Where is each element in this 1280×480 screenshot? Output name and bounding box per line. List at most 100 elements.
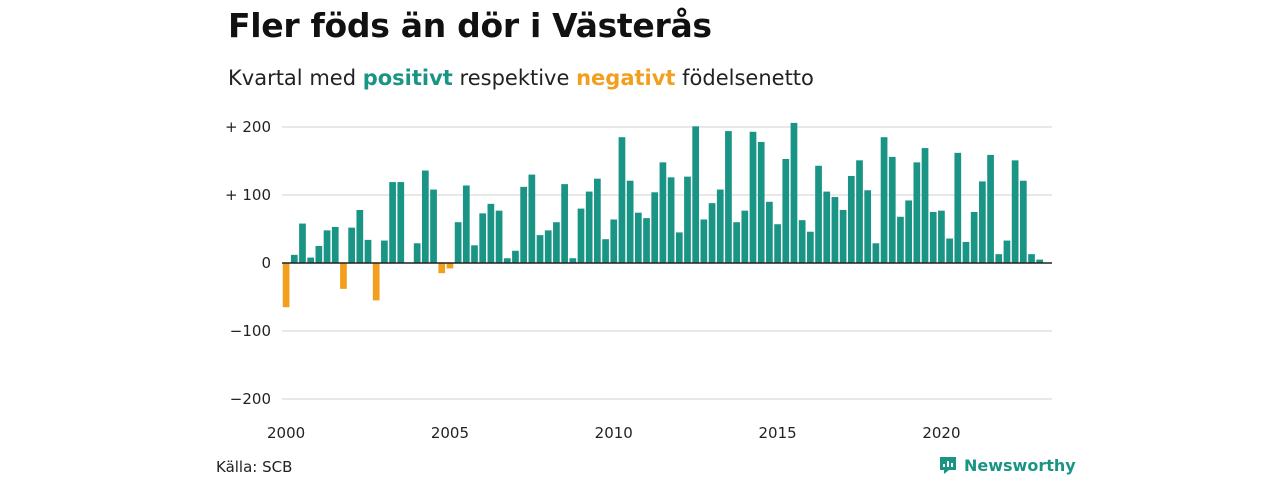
gridlines (282, 126, 1052, 400)
bar-positive (888, 156, 896, 263)
bar-positive (725, 131, 732, 263)
bar-positive (471, 245, 478, 263)
bars (282, 122, 1044, 308)
bar-positive (1019, 180, 1027, 263)
bar-positive (356, 209, 364, 263)
bar-positive (839, 209, 847, 263)
bar-positive (553, 222, 560, 263)
bar-positive (897, 216, 904, 263)
bar-positive (618, 137, 626, 263)
bar-positive (806, 231, 814, 263)
bar-positive (503, 258, 511, 263)
bar-positive (700, 219, 708, 263)
bar-positive (307, 257, 315, 263)
bar-positive (290, 254, 298, 263)
bar-positive (708, 203, 716, 263)
bar-positive (495, 210, 503, 263)
bar-positive (692, 126, 700, 263)
x-tick-label: 2000 (267, 424, 305, 442)
y-tick-label: + 100 (225, 186, 271, 204)
x-tick-label: 2015 (758, 424, 796, 442)
bar-positive (921, 148, 929, 263)
bar-positive (733, 222, 740, 263)
bar-positive (880, 137, 888, 263)
chart-subtitle: Kvartal med positivt respektive negativt… (228, 66, 814, 90)
bar-positive (594, 178, 601, 263)
bar-positive (864, 190, 872, 263)
bar-positive (757, 141, 765, 263)
y-tick-label: −200 (230, 390, 271, 408)
bar-positive (749, 131, 757, 263)
bar-positive (979, 181, 986, 263)
bar-positive (790, 122, 798, 263)
bar-positive (954, 152, 962, 263)
bar-positive (675, 232, 683, 263)
bar-positive (348, 227, 355, 263)
x-axis-ticks: 2000 2005 2010 2015 2020 (267, 424, 961, 442)
x-tick-label: 2010 (595, 424, 633, 442)
bar-positive (651, 192, 659, 263)
subtitle-middle: respektive (459, 66, 570, 90)
bar-positive (381, 240, 388, 263)
bar-positive (315, 246, 323, 263)
brand-logo: Newsworthy (938, 455, 1076, 475)
bar-positive (823, 191, 831, 263)
bar-negative (438, 263, 446, 274)
bar-positive (299, 223, 306, 263)
bar-positive (684, 176, 691, 263)
bar-positive (561, 184, 568, 263)
bar-positive (430, 189, 437, 263)
y-tick-label: + 200 (225, 118, 271, 136)
bar-positive (659, 162, 667, 263)
bar-positive (1036, 259, 1044, 263)
y-axis-ticks: + 200 + 100 0 −100 −200 (225, 118, 271, 408)
bar-positive (782, 158, 790, 263)
bar-positive (487, 203, 495, 263)
bar-negative (446, 263, 454, 269)
bar-positive (528, 174, 536, 263)
bar-positive (798, 220, 806, 263)
bar-positive (766, 201, 773, 263)
bar-positive (585, 191, 593, 263)
bar-positive (872, 243, 880, 263)
bar-positive (1028, 254, 1035, 263)
bar-positive (643, 218, 650, 263)
bar-positive (962, 241, 970, 263)
brand-name: Newsworthy (964, 455, 1076, 475)
bar-negative (282, 263, 290, 308)
bar-positive (987, 154, 994, 263)
bar-positive (970, 212, 978, 263)
bar-positive (331, 226, 339, 263)
bar-positive (577, 208, 585, 263)
subtitle-positive-label: positivt (362, 66, 453, 90)
bar-positive (364, 239, 372, 263)
bar-positive (634, 212, 642, 263)
bar-positive (323, 230, 331, 263)
bar-positive (520, 186, 528, 263)
bar-positive (602, 239, 609, 263)
bar-positive (667, 177, 675, 263)
bar-positive (774, 224, 781, 263)
bar-positive (856, 160, 863, 263)
x-tick-label: 2005 (431, 424, 469, 442)
bar-positive (831, 197, 839, 263)
bar-positive (421, 170, 429, 263)
bar-positive (479, 213, 487, 263)
subtitle-negative-label: negativt (576, 66, 676, 90)
y-tick-label: −100 (230, 322, 271, 340)
bar-positive (462, 185, 470, 263)
bar-positive (741, 210, 749, 263)
bar-positive (544, 230, 552, 263)
bar-positive (1003, 240, 1011, 263)
bar-positive (946, 238, 953, 263)
subtitle-suffix: födelsenetto (682, 66, 814, 90)
y-tick-label: 0 (261, 254, 271, 272)
bar-positive (512, 250, 519, 263)
bar-positive (913, 162, 921, 263)
bar-positive (626, 180, 634, 263)
bar-positive (929, 212, 937, 263)
subtitle-prefix: Kvartal med (228, 66, 357, 90)
newsworthy-logo-icon (940, 457, 956, 474)
source-note: Källa: SCB (216, 458, 293, 476)
